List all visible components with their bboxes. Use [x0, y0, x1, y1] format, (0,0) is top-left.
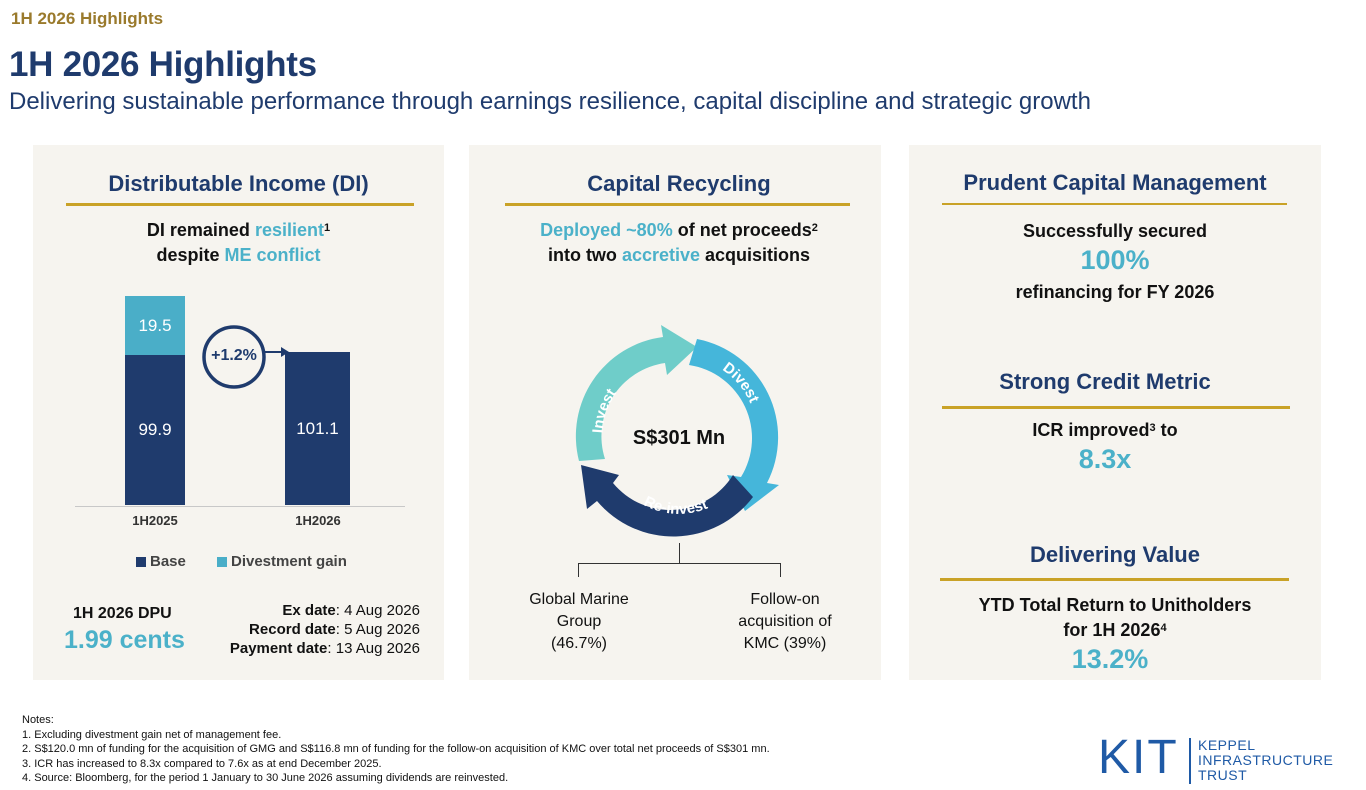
kmc-line3: KMC (39%) — [743, 635, 827, 652]
prudent-divider — [942, 203, 1287, 205]
recycling-headline: Deployed ~80% of net proceeds2 into two … — [469, 218, 889, 268]
ex-date-label: Ex date — [282, 602, 336, 619]
icr-label: ICR improved — [1032, 420, 1150, 440]
legend-gain: Divestment gain — [217, 553, 347, 570]
accretive-text: accretive — [621, 245, 701, 265]
notes-title: Notes: — [22, 714, 54, 726]
bar-label-1h2026-base: 101.1 — [296, 418, 339, 438]
di-divider — [66, 203, 414, 206]
payment-date-value: : 13 Aug 2026 — [327, 640, 420, 657]
branch-kmc-acquisition: Follow-on acquisition of KMC (39%) — [715, 589, 855, 655]
branch-right-tick — [780, 563, 781, 577]
logo-wordmark: KEPPEL INFRASTRUCTURE TRUST — [1198, 738, 1333, 783]
capital-management-panel: Prudent Capital Management Successfully … — [909, 145, 1321, 680]
capital-recycling-panel: Capital Recycling Deployed ~80% of net p… — [469, 145, 881, 680]
legend-label-base: Base — [150, 553, 186, 570]
recycling-cycle-diagram: Invest Divest Re-invest — [575, 325, 779, 537]
footnote-ref-4: 4 — [1160, 622, 1167, 634]
legend-swatch-base — [136, 556, 146, 567]
credit-metric-heading: Strong Credit Metric — [999, 369, 1211, 394]
growth-indicator — [202, 325, 289, 389]
prudent-capital-heading: Prudent Capital Management — [963, 170, 1267, 195]
distribution-dates: Ex date: 4 Aug 2026 Record date: 5 Aug 2… — [230, 601, 420, 658]
growth-label: +1.2% — [211, 347, 257, 364]
note-2: 2. S$120.0 mn of funding for the acquisi… — [22, 743, 770, 755]
legend-swatch-gain — [217, 556, 227, 567]
bar-1h2025-base: 99.9 — [125, 355, 185, 505]
logo-divider — [1189, 738, 1191, 784]
ex-date-value: : 4 Aug 2026 — [335, 602, 420, 619]
record-date-value: : 5 Aug 2026 — [335, 621, 420, 638]
logo-line2: INFRASTRUCTURE — [1198, 752, 1334, 768]
di-headline-text2: despite — [156, 245, 225, 265]
into-two-text: into two — [547, 245, 622, 265]
page-subtitle: Delivering sustainable performance throu… — [9, 88, 1091, 115]
logo-mark: KIT — [1098, 731, 1179, 784]
x-tick-1h2026: 1H2026 — [295, 513, 341, 528]
branch-bar — [578, 563, 781, 564]
divest-arrow — [689, 339, 779, 511]
chart-baseline — [75, 506, 405, 507]
note-1: 1. Excluding divestment gain net of mana… — [22, 728, 282, 741]
logo-line1: KEPPEL — [1198, 737, 1256, 753]
secured-text: Successfully secured — [1022, 221, 1208, 241]
deployed-80-text: Deployed ~80% — [540, 220, 673, 240]
total-return-text: YTD Total Return to Unitholders for 1H 2… — [909, 593, 1321, 643]
icr-value: 8.3x — [1078, 444, 1132, 474]
gmg-line3: (46.7%) — [550, 635, 608, 652]
note-3: 3. ICR has increased to 8.3x compared to… — [22, 757, 382, 770]
net-proceeds-text: of net proceeds — [672, 220, 812, 240]
total-return-line2: for 1H 2026 — [1063, 620, 1161, 640]
record-date-label: Record date — [249, 621, 336, 638]
di-bar-chart: 19.5 99.9 101.1 1H2025 1H2026 +1.2% Base… — [33, 145, 444, 680]
bar-1h2025-divestment-gain: 19.5 — [125, 296, 185, 355]
icr-to: to — [1155, 420, 1178, 440]
total-return-line1: YTD Total Return to Unitholders — [978, 595, 1252, 615]
di-panel: Distributable Income (DI) DI remained re… — [33, 145, 444, 680]
acquisitions-text: acquisitions — [700, 245, 811, 265]
kmc-line2: acquisition of — [738, 613, 832, 630]
footnote-ref-3: 3 — [1149, 422, 1156, 434]
legend-label-gain: Divestment gain — [231, 553, 347, 570]
footnote-ref-1: 1 — [323, 222, 331, 234]
payment-date-label: Payment date — [229, 640, 328, 657]
recycling-heading: Capital Recycling — [587, 171, 771, 196]
kmc-line1: Follow-on — [750, 591, 820, 608]
icr-text: ICR improved3 to — [909, 418, 1301, 443]
kit-logo: KIT KEPPEL INFRASTRUCTURE TRUST — [1098, 732, 1348, 786]
bar-label-1h2025-base: 99.9 — [138, 420, 172, 439]
logo-line3: TRUST — [1198, 767, 1248, 783]
x-tick-1h2025: 1H2025 — [132, 513, 178, 528]
di-headline: DI remained resilient1 despite ME confli… — [33, 218, 444, 268]
value-divider — [940, 578, 1289, 581]
dpu-value: 1.99 cents — [64, 626, 185, 654]
bar-label-1h2025-gain: 19.5 — [138, 315, 172, 335]
cycle-center-value: S$301 Mn — [632, 427, 726, 449]
page-title: 1H 2026 Highlights — [9, 45, 317, 84]
recycling-divider — [505, 203, 850, 206]
di-headline-conflict: ME conflict — [224, 245, 321, 265]
total-return-value: 13.2% — [1071, 644, 1149, 674]
credit-divider — [942, 406, 1290, 409]
note-4: 4. Source: Bloomberg, for the period 1 J… — [22, 772, 509, 784]
branch-global-marine-group: Global Marine Group (46.7%) — [509, 589, 649, 655]
branch-left-tick — [578, 563, 579, 577]
di-heading: Distributable Income (DI) — [108, 171, 369, 196]
delivering-value-heading: Delivering Value — [1030, 542, 1200, 567]
gmg-line1: Global Marine — [529, 591, 629, 608]
dpu-label: 1H 2026 DPU — [73, 605, 172, 622]
di-headline-resilient: resilient — [254, 220, 324, 240]
bar-1h2026-base: 101.1 — [285, 352, 350, 505]
footnotes: Notes: 1. Excluding divestment gain net … — [22, 713, 770, 786]
di-headline-text: DI remained — [146, 220, 255, 240]
section-tag: 1H 2026 Highlights — [11, 9, 164, 28]
legend-base: Base — [136, 553, 186, 570]
footnote-ref-2: 2 — [811, 222, 818, 234]
branch-stem — [679, 543, 680, 563]
refinancing-text: refinancing for FY 2026 — [1015, 282, 1215, 302]
reinvest-arrow — [581, 465, 753, 537]
gmg-line2: Group — [556, 613, 602, 630]
refinancing-value: 100% — [1080, 245, 1150, 275]
invest-arrow — [575, 325, 697, 461]
